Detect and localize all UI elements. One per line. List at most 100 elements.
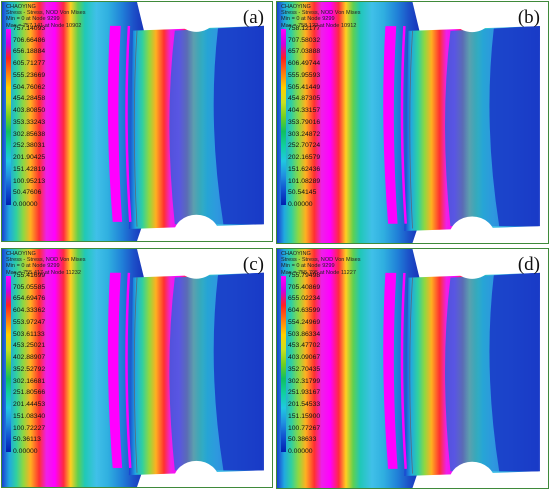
interface-line: [133, 277, 138, 473]
stress-band-far-right: [489, 26, 540, 227]
stress-band-far-right: [489, 272, 540, 472]
panel-c: CHAOYING Stress - Stress, NOD Von Mises Mi…: [1, 248, 273, 488]
contour-plot: [277, 249, 540, 488]
legend-value: 707.58032: [288, 36, 321, 44]
legend-value: 402.88907: [13, 354, 46, 362]
legend-value: 755.41699: [13, 272, 46, 279]
legend-value: 302.85638: [13, 130, 46, 138]
legend-value: 605.71277: [13, 60, 46, 68]
legend-color-bar: [6, 276, 11, 452]
interface-line: [409, 277, 413, 474]
legend-value: 604.33362: [13, 307, 46, 315]
legend-value: 101.08289: [288, 177, 321, 185]
contour-plot: [2, 2, 264, 241]
legend-color-bar: [6, 29, 11, 205]
legend-value: 0.00000: [288, 201, 313, 208]
legend-color-bar: [281, 276, 286, 452]
legend-value: 201.54533: [288, 401, 321, 409]
plot-header-line: Min = 0 at Node 9299: [6, 16, 60, 23]
plot-header-line: CHAOYING: [281, 4, 311, 10]
legend-value: 50.54145: [288, 189, 317, 197]
panel-b: CHAOYING Stress - Stress, NOD Von Mises Mi…: [276, 1, 549, 244]
legend-value: 606.49744: [288, 60, 321, 68]
bottom-notch: [173, 214, 220, 241]
legend-value: 151.62436: [288, 165, 321, 173]
plot-header-line: Min = 0 at Node 9299: [6, 263, 60, 270]
legend-value: 50.36113: [13, 436, 41, 444]
stress-band-far-right: [213, 25, 264, 225]
legend-value: 755.79498: [288, 272, 321, 279]
legend-value: 302.16681: [13, 377, 46, 385]
plot-header-line: CHAOYING: [281, 251, 311, 257]
stress-band-far-right: [213, 272, 264, 471]
legend-value: 353.79016: [288, 118, 321, 126]
legend-value: 654.69476: [13, 295, 46, 303]
legend-value: 758.12177: [288, 25, 321, 32]
interface-stress-line: [400, 26, 407, 224]
legend-value: 151.08340: [13, 412, 46, 420]
plot-header-line: Stress - Stress, NOD Von Mises: [6, 10, 86, 17]
legend-value: 656.18884: [13, 48, 46, 56]
legend-value: 403.80850: [13, 107, 46, 115]
max-stress-band: [107, 25, 123, 222]
max-stress-band: [383, 272, 398, 469]
plot-header-line: CHAOYING: [6, 251, 36, 257]
plot-header-line: Max = 755.795 at Node 11227: [281, 269, 357, 276]
interface-stress-line: [125, 272, 132, 469]
legend-value: 657.03888: [288, 48, 321, 56]
interface-stress-line: [400, 272, 407, 469]
legend-value: 404.33157: [288, 107, 321, 115]
top-notch: [449, 249, 496, 279]
legend-value: 505.41449: [288, 83, 321, 91]
legend-value: 251.80566: [13, 389, 46, 397]
legend-value: 352.70435: [288, 365, 321, 373]
legend-value: 0.00000: [288, 448, 313, 455]
legend-value: 655.02234: [288, 295, 321, 303]
legend-value: 403.09067: [288, 354, 321, 362]
panel-label: (d): [517, 254, 540, 275]
legend-value: 757.14093: [13, 25, 46, 32]
legend-value: 503.61133: [13, 330, 45, 338]
plot-header: CHAOYING Stress - Stress, NOD Von Mises Mi…: [6, 4, 86, 29]
legend-value: 555.23669: [13, 71, 46, 79]
legend-value: 100.77267: [288, 424, 321, 432]
panel-label: (b): [517, 7, 540, 28]
legend-value: 604.63599: [288, 307, 321, 315]
legend-value: 201.90425: [13, 154, 46, 162]
max-stress-band: [107, 272, 123, 468]
legend-value: 705.40869: [288, 283, 321, 291]
legend-value: 50.38633: [288, 436, 317, 444]
panel-label: (c): [242, 254, 264, 275]
legend-value: 50.47606: [13, 189, 42, 197]
legend-value: 453.25021: [13, 342, 46, 350]
top-notch: [449, 2, 496, 33]
legend-value: 202.16579: [288, 154, 321, 162]
legend-value: 201.44453: [13, 401, 46, 409]
max-stress-band: [383, 26, 398, 224]
plot-header-line: Min = 0 at Node 9299: [281, 263, 335, 270]
bottom-notch: [449, 216, 496, 243]
plot-header-line: Max = 757.141 at Node 10902: [6, 22, 82, 29]
bottom-notch: [173, 460, 220, 487]
legend-value: 100.72227: [13, 424, 46, 432]
panel-label: (a): [242, 7, 264, 28]
plot-header-line: CHAOYING: [6, 4, 36, 10]
plot-header-line: Stress - Stress, NOD Von Mises: [6, 257, 86, 264]
plot-header: CHAOYING Stress - Stress, NOD Von Mises Mi…: [6, 251, 86, 276]
plot-header-line: Max = 755.417 at Node 11232: [6, 269, 82, 276]
legend-value: 251.93167: [288, 389, 321, 397]
interface-line: [409, 30, 413, 229]
plot-header-line: Stress - Stress, NOD Von Mises: [281, 257, 361, 264]
legend-color-bar: [281, 29, 286, 205]
legend-value: 503.86334: [288, 330, 321, 338]
top-notch: [173, 2, 220, 32]
bottom-notch: [449, 461, 496, 488]
legend-value: 454.28458: [13, 95, 46, 103]
legend-value: 454.87305: [288, 95, 321, 103]
legend-value: 0.00000: [13, 448, 38, 455]
legend-value: 504.76062: [13, 83, 46, 91]
legend-value: 252.70724: [288, 142, 321, 150]
legend-value: 0.00000: [13, 201, 38, 208]
legend-value: 252.38031: [13, 142, 46, 150]
legend-value: 151.15900: [288, 412, 321, 420]
